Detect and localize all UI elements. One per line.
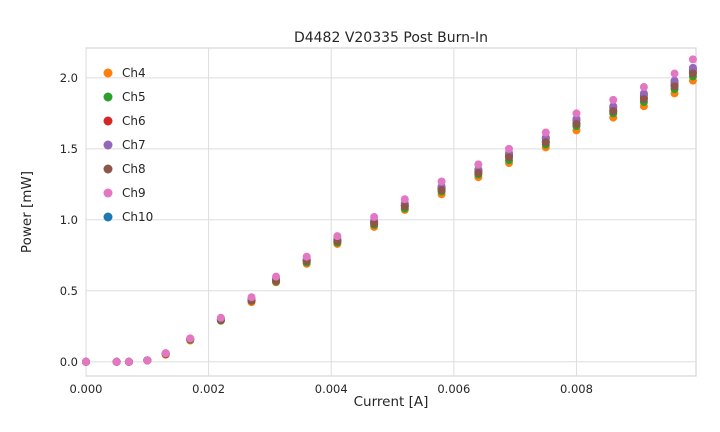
data-point-Ch8 — [572, 119, 581, 128]
data-point-Ch9 — [112, 357, 121, 366]
legend-label-Ch9: Ch9 — [122, 186, 146, 200]
data-point-Ch8 — [437, 185, 446, 194]
legend-marker-Ch7 — [103, 140, 113, 150]
data-point-Ch9 — [474, 160, 483, 169]
legend-label-Ch7: Ch7 — [122, 138, 146, 152]
legend-label-Ch8: Ch8 — [122, 162, 146, 176]
data-point-Ch9 — [437, 177, 446, 186]
data-point-Ch9 — [186, 334, 195, 343]
data-point-Ch9 — [82, 357, 90, 366]
legend-marker-Ch4 — [103, 68, 113, 78]
data-point-Ch8 — [670, 82, 679, 91]
legend-label-Ch10: Ch10 — [122, 210, 153, 224]
x-tick-label: 0.000 — [70, 382, 103, 396]
data-point-Ch9 — [216, 313, 225, 322]
data-point-Ch9 — [505, 144, 514, 153]
data-point-Ch9 — [272, 272, 281, 281]
data-point-Ch8 — [541, 138, 550, 147]
legend-marker-Ch6 — [103, 116, 113, 126]
x-tick-label: 0.004 — [315, 382, 348, 396]
x-tick-label: 0.008 — [560, 382, 593, 396]
data-point-Ch8 — [688, 69, 697, 78]
data-point-Ch9 — [370, 212, 379, 221]
data-point-Ch7 — [639, 89, 648, 98]
data-point-Ch9 — [688, 55, 697, 64]
data-point-Ch9 — [572, 109, 581, 118]
data-point-Ch9 — [161, 349, 170, 358]
data-point-Ch8 — [370, 219, 379, 228]
x-tick-label: 0.006 — [437, 382, 470, 396]
data-point-Ch7 — [688, 63, 697, 72]
chart-title: D4482 V20335 Post Burn-In — [293, 30, 489, 46]
legend-label-Ch4: Ch4 — [122, 66, 146, 80]
data-point-Ch8 — [639, 95, 648, 104]
legend-marker-Ch10 — [103, 212, 113, 222]
data-point-Ch7 — [670, 76, 679, 85]
data-point-Ch9 — [639, 83, 648, 92]
legend-label-Ch5: Ch5 — [122, 90, 146, 104]
legend-marker-Ch9 — [103, 188, 113, 198]
plot-frame — [85, 47, 697, 377]
data-point-Ch8 — [505, 153, 514, 162]
data-point-Ch8 — [474, 168, 483, 177]
y-tick-label: 0.0 — [60, 355, 78, 369]
data-point-Ch9 — [124, 357, 133, 366]
data-point-Ch9 — [609, 95, 618, 104]
x-tick-label: 0.002 — [192, 382, 225, 396]
data-point-Ch8 — [400, 202, 409, 211]
y-axis-label: Power [mW] — [19, 170, 35, 254]
y-tick-label: 2.0 — [60, 71, 78, 85]
data-point-Ch8 — [609, 107, 618, 116]
data-point-Ch9 — [400, 195, 409, 204]
x-axis-label: Current [A] — [353, 394, 429, 410]
data-point-Ch9 — [541, 128, 550, 137]
data-point-Ch9 — [247, 293, 256, 302]
data-point-Ch9 — [670, 69, 679, 78]
data-point-Ch9 — [143, 356, 152, 365]
y-tick-label: 1.5 — [60, 142, 78, 156]
legend-marker-Ch8 — [103, 164, 113, 174]
data-point-Ch9 — [302, 252, 311, 261]
y-tick-label: 0.5 — [60, 284, 78, 298]
legend-marker-Ch5 — [103, 92, 113, 102]
legend-label-Ch6: Ch6 — [122, 114, 146, 128]
y-tick-label: 1.0 — [60, 213, 78, 227]
data-point-Ch9 — [333, 232, 342, 241]
